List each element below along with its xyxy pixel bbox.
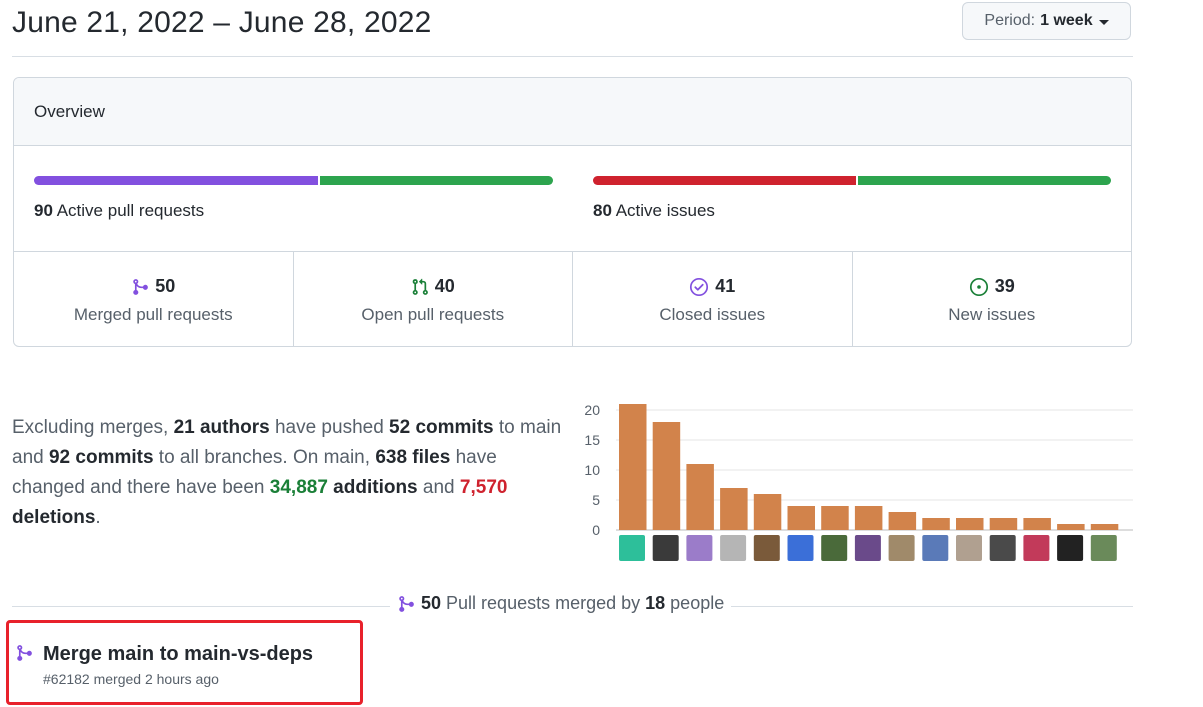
y-tick-label: 10	[584, 462, 600, 478]
bar-7	[821, 506, 849, 530]
commits-all-count: 92 commits	[48, 447, 154, 468]
stat-label: Merged pull requests	[73, 305, 233, 324]
bar-4	[720, 488, 748, 530]
closed-issue-icon	[690, 277, 709, 296]
avatar[interactable]	[753, 535, 780, 561]
issues-closed-bar[interactable]	[593, 176, 856, 185]
divider	[12, 56, 1133, 57]
pr-title-link[interactable]: Merge main to main-vs-deps	[43, 643, 314, 665]
stat-label: Open pull requests	[361, 305, 505, 324]
issues-new-bar[interactable]	[858, 176, 1111, 185]
summary-text: and	[417, 477, 460, 498]
merged-pr-icon	[133, 278, 149, 295]
avatar[interactable]	[1057, 535, 1084, 561]
active-issues-count: 80	[593, 201, 612, 220]
active-issues-label: Active issues	[615, 201, 715, 220]
stat-new-issues[interactable]: 39 New issues	[853, 252, 1132, 346]
summary-text: Excluding merges,	[12, 417, 174, 438]
avatar[interactable]	[1023, 535, 1050, 561]
overview-title: Overview	[34, 102, 105, 121]
bar-2	[652, 422, 681, 530]
bar-12	[989, 518, 1018, 530]
pr-merged-bar[interactable]	[34, 176, 318, 185]
avatar[interactable]	[652, 535, 679, 561]
files-count: 638 files	[375, 447, 451, 468]
merged-count: 50	[421, 593, 442, 613]
highlight-box	[6, 620, 363, 705]
avatar[interactable]	[989, 535, 1016, 561]
stat-value: 50	[155, 276, 176, 296]
commits-main-count: 52 commits	[389, 417, 494, 438]
open-pr-icon	[412, 278, 428, 295]
avatar[interactable]	[720, 535, 747, 561]
y-tick-label: 5	[592, 492, 600, 508]
period-dropdown-button[interactable]: Period: 1 week	[962, 2, 1131, 40]
chevron-down-icon	[1098, 19, 1109, 25]
period-label: Period:	[984, 12, 1036, 29]
active-issues-link[interactable]: 80 Active issues	[593, 201, 715, 221]
contributors-bar-chart: 0 5 10 15 20	[584, 402, 1133, 561]
merged-pr-summary: 50 Pull requests merged by 18 people	[390, 593, 732, 614]
commit-summary: Excluding merges, 21 authors have pushed…	[12, 413, 572, 533]
overview-header: Overview	[14, 78, 1131, 146]
merged-pr-icon	[399, 595, 414, 612]
bar-9	[888, 512, 917, 530]
bar-3	[686, 464, 714, 530]
avatar[interactable]	[888, 535, 915, 561]
bar-6	[787, 506, 815, 530]
active-pull-requests-link[interactable]: 90 Active pull requests	[34, 201, 204, 221]
stat-label: New issues	[948, 305, 1036, 324]
avatar[interactable]	[956, 535, 982, 561]
additions-count: 34,887	[269, 477, 328, 498]
y-tick-label: 15	[584, 432, 600, 448]
additions-word: additions	[327, 477, 418, 498]
deletions-word: deletions	[12, 507, 96, 528]
new-issue-icon	[969, 277, 988, 296]
overview-card: Overview 90 Active pull requests 80 Acti…	[13, 77, 1132, 347]
bar-10	[922, 518, 950, 530]
active-pr-label: Active pull requests	[56, 201, 205, 220]
merged-pr-icon	[17, 645, 32, 661]
summary-text: have pushed	[269, 417, 390, 438]
bar-15	[1090, 524, 1119, 530]
deletions-count: 7,570	[459, 477, 508, 498]
summary-text: to main and	[12, 417, 562, 468]
stat-value: 41	[715, 276, 736, 296]
stat-open-pull-requests[interactable]: 40 Open pull requests	[294, 252, 573, 346]
bar-13	[1023, 518, 1051, 530]
y-tick-label: 0	[592, 522, 600, 538]
merged-text: Pull requests merged by	[441, 593, 646, 613]
active-pr-count: 90	[34, 201, 53, 220]
avatar[interactable]	[922, 535, 949, 561]
bar-14	[1057, 524, 1085, 530]
avatar[interactable]	[1090, 535, 1117, 561]
people-count: 18	[645, 593, 666, 613]
summary-text: to all branches. On main,	[153, 447, 376, 468]
stat-value: 39	[994, 276, 1015, 296]
avatar[interactable]	[686, 535, 713, 561]
merged-text-end: people	[665, 593, 725, 613]
bar-5	[753, 494, 782, 530]
bar-1	[619, 404, 647, 530]
stats-row: 50 Merged pull requests 40 Open pull req…	[14, 251, 1132, 346]
y-tick-label: 20	[584, 402, 600, 418]
stat-closed-issues[interactable]: 41 Closed issues	[573, 252, 853, 346]
authors-count: 21 authors	[173, 417, 270, 438]
bar-8	[854, 506, 883, 530]
stat-label: Closed issues	[659, 305, 766, 324]
pr-open-bar[interactable]	[320, 176, 553, 185]
stat-value: 40	[434, 276, 455, 296]
pr-meta: #62182 merged 2 hours ago	[43, 671, 219, 687]
avatar[interactable]	[854, 535, 881, 561]
page-title: June 21, 2022 – June 28, 2022	[12, 6, 432, 39]
avatar[interactable]	[787, 535, 814, 561]
bar-11	[956, 518, 984, 530]
avatar[interactable]	[619, 535, 645, 561]
stat-merged-pull-requests[interactable]: 50 Merged pull requests	[14, 252, 294, 346]
summary-text: .	[95, 507, 101, 528]
period-value: 1 week	[1040, 12, 1093, 29]
avatar[interactable]	[821, 535, 848, 561]
summary-text: have changed and there have been	[12, 447, 497, 498]
